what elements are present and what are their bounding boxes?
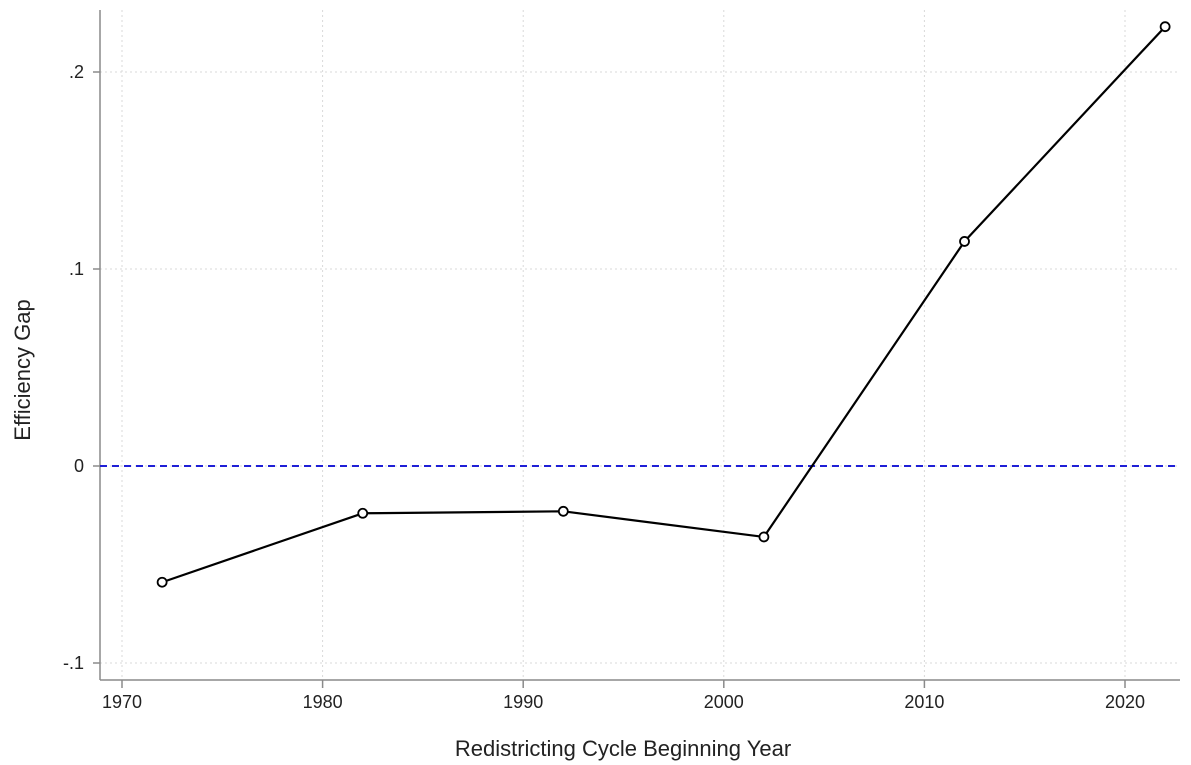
data-point [357, 507, 369, 519]
x-tick-label: 2010 [904, 692, 944, 712]
series-layer [156, 21, 1171, 588]
data-point [156, 576, 168, 588]
y-axis-title: Efficiency Gap [10, 299, 35, 440]
y-tick-label: .2 [69, 62, 84, 82]
x-axis-title: Redistricting Cycle Beginning Year [455, 736, 791, 761]
x-tick-label: 1990 [503, 692, 543, 712]
data-point [557, 505, 569, 517]
axes-layer: -.1 0 .1 .2 1970 1980 1990 2000 2010 2020 [63, 10, 1180, 712]
data-point [1159, 21, 1171, 33]
y-tick-label: 0 [74, 456, 84, 476]
x-tick-label: 2020 [1105, 692, 1145, 712]
y-tick-label: .1 [69, 259, 84, 279]
x-tick-label: 1970 [102, 692, 142, 712]
data-point [959, 236, 970, 247]
series-line [161, 25, 1166, 584]
grid-layer [100, 10, 1180, 680]
x-tick-label: 2000 [704, 692, 744, 712]
x-tick-label: 1980 [303, 692, 343, 712]
y-tick-label: -.1 [63, 653, 84, 673]
data-point [758, 531, 770, 543]
